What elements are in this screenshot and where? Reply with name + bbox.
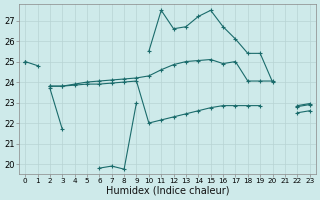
X-axis label: Humidex (Indice chaleur): Humidex (Indice chaleur)	[106, 186, 229, 196]
